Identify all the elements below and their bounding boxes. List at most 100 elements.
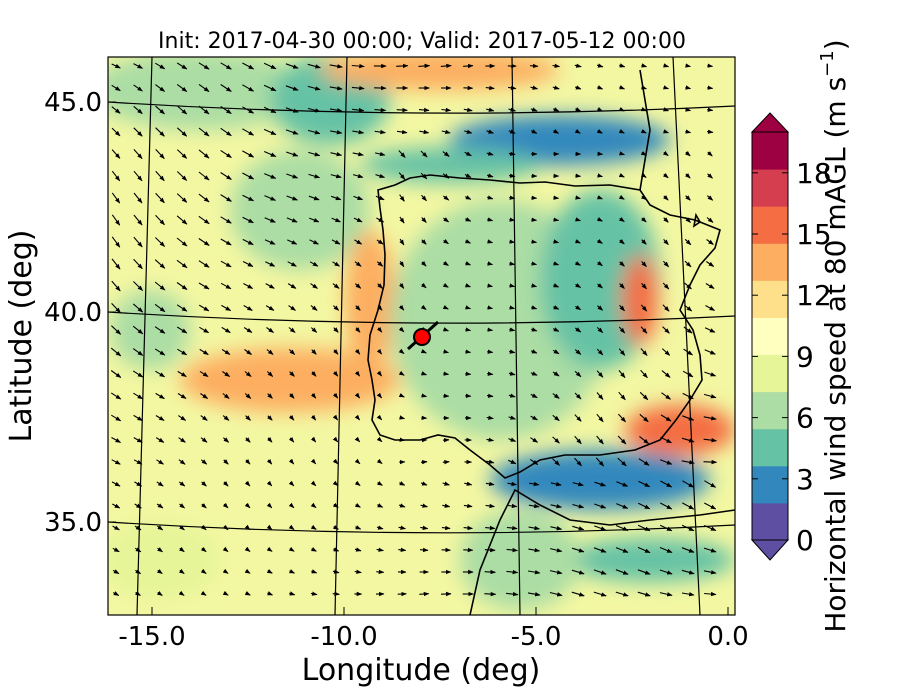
wind-vector <box>267 415 273 421</box>
wind-vector <box>308 173 321 179</box>
wind-vector <box>421 371 427 376</box>
wind-vector <box>443 349 449 354</box>
wind-vector <box>310 392 317 399</box>
wind-vector <box>616 503 629 509</box>
wind-vector <box>531 305 538 310</box>
wind-vector <box>596 63 604 68</box>
wind-vector <box>617 435 627 445</box>
wind-vector <box>663 85 669 90</box>
wind-vector <box>640 369 648 379</box>
colorbar-tick-label: 15 <box>796 218 832 251</box>
wind-vector <box>530 415 538 421</box>
wind-vector <box>398 172 406 180</box>
wind-vector <box>179 503 186 509</box>
wind-vector <box>420 282 427 289</box>
wind-vector <box>198 171 210 181</box>
x-tick-label: -10.0 <box>310 622 377 652</box>
wind-vector <box>398 503 406 508</box>
wind-vector <box>244 458 251 465</box>
wind-vector <box>641 217 647 223</box>
wind-vector <box>155 437 165 443</box>
wind-vector <box>199 326 210 334</box>
wind-vector <box>508 151 516 156</box>
wind-vector <box>486 415 494 420</box>
colorbar-segment <box>752 132 788 170</box>
wind-vector <box>506 525 518 531</box>
wind-vector <box>685 85 692 90</box>
wind-vector <box>683 326 693 334</box>
wind-vector <box>399 216 405 224</box>
field-blob-ebro-strong <box>622 255 658 345</box>
wind-vector <box>155 127 165 137</box>
wind-vector <box>487 283 493 288</box>
wind-vector <box>484 569 496 575</box>
wind-vector <box>508 371 516 376</box>
wind-vector <box>266 502 273 509</box>
wind-vector <box>285 85 299 91</box>
wind-vector <box>288 480 295 487</box>
wind-vector <box>441 107 452 113</box>
wind-vector <box>464 481 473 486</box>
colorbar-ticks: 0 3 6 9 12 15 18 <box>752 157 832 557</box>
wind-vector <box>399 437 406 442</box>
wind-vector <box>398 370 405 376</box>
wind-vector <box>509 305 516 310</box>
wind-vector <box>707 107 714 112</box>
wind-vector <box>264 195 277 201</box>
wind-vector <box>663 107 669 112</box>
wind-vector <box>638 502 651 510</box>
wind-vector <box>552 371 560 377</box>
wind-vector <box>485 481 495 487</box>
wind-vector <box>507 481 517 487</box>
wind-vector <box>178 568 185 575</box>
wind-vector <box>135 569 142 575</box>
wind-vector <box>222 371 231 377</box>
wind-vector <box>571 591 585 597</box>
wind-vector <box>376 547 384 552</box>
wind-vector <box>640 172 647 178</box>
y-axis-label: Latitude (deg) <box>4 230 39 443</box>
station-marker-dot <box>413 328 431 346</box>
wind-vector <box>307 107 321 113</box>
wind-vector <box>156 525 164 531</box>
wind-vector <box>376 217 385 223</box>
wind-vector <box>266 480 273 487</box>
wind-vector <box>418 63 431 69</box>
wind-vector <box>662 150 669 157</box>
wind-vector <box>465 371 472 376</box>
wind-vector <box>617 413 627 423</box>
wind-vector <box>552 85 560 90</box>
wind-vector <box>332 370 339 377</box>
wind-vector <box>506 591 519 597</box>
x-axis-label: Longitude (deg) <box>302 653 541 688</box>
wind-vector <box>110 347 122 357</box>
wind-vector <box>703 524 717 532</box>
wind-vector <box>307 129 321 135</box>
wind-vector <box>242 128 255 136</box>
wind-vector <box>374 129 386 135</box>
wind-vector <box>133 170 143 182</box>
wind-vector <box>111 84 121 92</box>
meridian-15 <box>136 57 153 615</box>
wind-vector <box>111 149 121 159</box>
wind-vector <box>661 348 671 356</box>
wind-vector <box>682 370 694 378</box>
wind-vector <box>464 129 473 134</box>
wind-vector <box>352 151 364 157</box>
wind-vector <box>198 304 210 312</box>
wind-vector <box>330 173 342 179</box>
wind-vector <box>222 393 230 399</box>
wind-vector <box>593 547 607 553</box>
wind-vector <box>486 459 495 464</box>
wind-vector <box>242 106 255 114</box>
wind-vector <box>396 107 408 113</box>
wind-vector <box>242 84 255 92</box>
wind-vector <box>176 259 188 269</box>
wind-vector <box>220 216 232 224</box>
wind-vector <box>330 130 343 135</box>
wind-vector <box>465 261 472 266</box>
wind-vector <box>596 327 604 333</box>
wind-vector <box>571 569 585 575</box>
wind-vector <box>681 524 695 532</box>
wind-vector <box>509 283 516 288</box>
